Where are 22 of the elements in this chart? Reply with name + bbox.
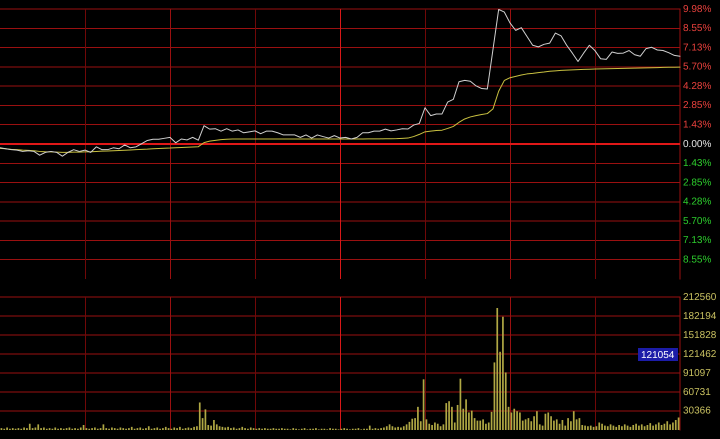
- y-tick-label: 4.28%: [683, 196, 712, 208]
- y-tick-label: 1.43%: [683, 158, 712, 170]
- annotation: 121054: [641, 350, 675, 361]
- y-tick-label: 91097: [683, 368, 712, 379]
- y-tick-label: 60731: [683, 386, 712, 398]
- y-tick-label: 182194: [683, 310, 717, 322]
- y-tick-label: 9.98%: [683, 4, 712, 15]
- y-tick-label: 30366: [683, 406, 712, 417]
- y-tick-label: 5.70%: [683, 216, 712, 227]
- y-tick-label: 0.00%: [683, 138, 712, 150]
- y-tick-label: 8.55%: [683, 254, 712, 266]
- y-tick-label: 2.85%: [683, 177, 712, 188]
- y-tick-label: 7.13%: [683, 235, 712, 246]
- y-tick-label: 1.43%: [683, 119, 712, 130]
- y-tick-label: 151828: [683, 330, 717, 341]
- y-tick-label: 212560: [683, 292, 717, 303]
- y-tick-label: 8.55%: [683, 23, 712, 34]
- y-tick-label: 7.13%: [683, 42, 712, 54]
- y-tick-label: 121462: [683, 348, 717, 360]
- y-tick-label: 2.85%: [683, 100, 712, 112]
- y-tick-label: 5.70%: [683, 62, 712, 73]
- y-tick-label: 4.28%: [683, 80, 712, 92]
